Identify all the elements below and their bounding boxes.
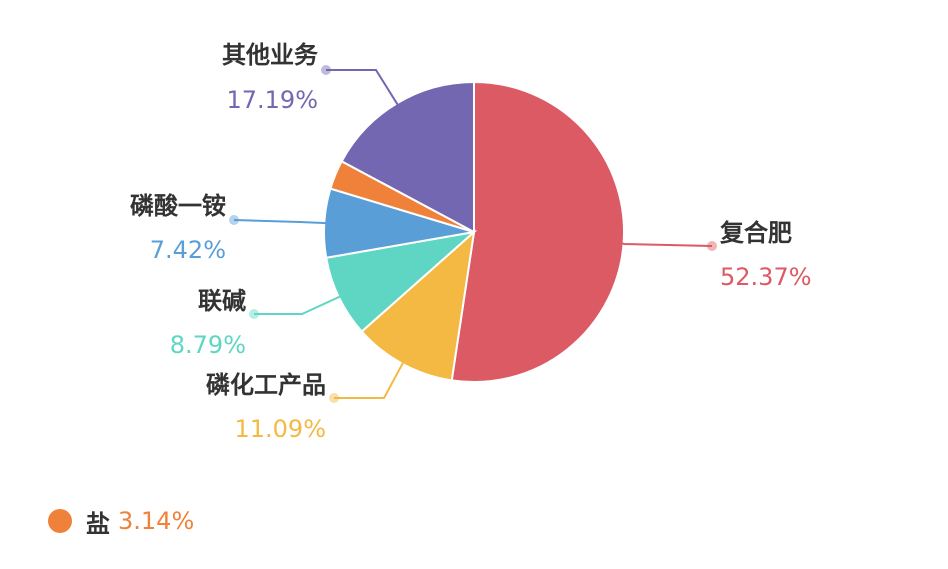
pie-slice xyxy=(450,80,625,383)
slice-percent-label: 52.37% xyxy=(720,263,812,291)
legend-small-slice: 盐 3.14% xyxy=(48,501,194,541)
slice-name-label: 联碱 xyxy=(198,287,246,315)
slice-name-label: 其他业务 xyxy=(222,41,319,69)
leader-dot-icon xyxy=(229,215,239,225)
leader-dot-icon xyxy=(329,393,339,403)
slice-percent-label: 8.79% xyxy=(170,331,246,359)
slice-percent-label: 7.42% xyxy=(150,236,226,264)
leader-dot-icon xyxy=(249,309,259,319)
leader-line xyxy=(621,242,713,247)
leader-dot-icon xyxy=(321,65,331,75)
slice-name-label: 磷酸一铵 xyxy=(130,192,226,220)
leader-line xyxy=(334,361,405,399)
leader-line xyxy=(326,69,399,106)
leader-dot-icon xyxy=(707,241,717,251)
slice-percent-label: 11.09% xyxy=(234,415,326,443)
slice-name-label: 复合肥 xyxy=(719,219,792,247)
leader-line xyxy=(233,219,327,225)
legend-dot-icon xyxy=(48,509,72,533)
legend-label-percent: 3.14% xyxy=(118,507,195,535)
slice-percent-label: 17.19% xyxy=(226,86,318,114)
legend-label-name: 盐 xyxy=(86,509,110,538)
slice-name-label: 磷化工产品 xyxy=(206,371,326,399)
leader-line xyxy=(254,295,342,315)
